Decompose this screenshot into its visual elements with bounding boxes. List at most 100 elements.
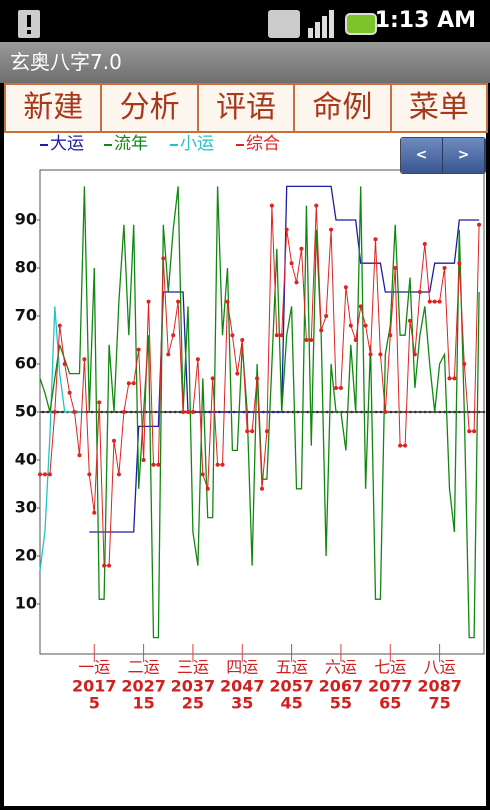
series-point [467,429,472,434]
legend-label: 小运 [180,134,214,154]
baseline-dot [178,410,182,414]
series-point [52,410,57,414]
series-point [240,338,245,342]
series-point [121,410,126,414]
series-point [437,299,442,304]
y-tick-label: 80 [15,258,37,277]
series-point [126,381,131,386]
series-point [299,246,304,251]
series-point [412,352,417,357]
series-point [284,227,289,232]
nav: < > [400,137,486,174]
baseline-dot [286,410,290,414]
series-point [398,443,403,448]
series-point [67,390,72,395]
baseline-dot [110,410,113,414]
series-line [39,306,85,571]
series-point [151,462,156,467]
series-point [161,256,166,261]
series-point [447,376,452,381]
series-point [97,400,102,405]
series-point [92,510,97,515]
prev-button[interactable]: < [401,138,443,173]
baseline-dot [453,410,456,414]
baseline-dot [399,410,403,414]
series-point [156,462,161,467]
x-tick-year: 2027 [121,677,166,696]
x-tick-period: 七运 [374,658,406,677]
baseline-dot [296,410,300,414]
next-button[interactable]: > [443,138,485,173]
menu: 新建 分析 评语 命例 菜单 [4,83,489,133]
series-point [42,472,47,477]
series-point [368,352,373,357]
series-point [260,486,264,491]
y-tick-label: 30 [15,498,37,517]
series-point [112,438,116,443]
baseline-dot [90,410,94,414]
baseline-dot [482,410,486,414]
baseline-dot [379,410,383,414]
baseline-dot [56,410,59,414]
baseline-dot [414,410,417,414]
baseline-dot [306,410,309,414]
y-tick-label: 20 [15,546,37,565]
series-point [264,429,269,434]
y-tick-label: 10 [15,594,37,613]
series-point [200,472,205,477]
baseline-dot [438,410,442,414]
x-tick-period: 三运 [177,658,209,677]
series-point [131,381,136,386]
series-point [171,333,176,338]
x-tick-label: 45 [280,694,302,713]
x-tick-label: 65 [379,694,401,713]
series-point [324,314,329,318]
legend-label: 流年 [114,134,148,154]
x-tick-year: 2057 [269,677,314,696]
menu-button[interactable]: 评语 [196,83,296,133]
series-point [205,486,210,491]
series-point [289,261,294,266]
baseline-dot [428,410,432,414]
series-point [38,472,42,477]
baseline-dot [423,410,427,414]
series-point [388,333,393,338]
series-point [408,318,412,323]
baseline-dot [164,410,167,414]
menu-button[interactable]: 新建 [4,83,103,133]
x-tick-label: 5 [89,694,100,713]
series-point [250,429,255,434]
signal-bar [308,28,313,38]
baseline-dot [325,410,329,414]
baseline-dot [169,410,172,414]
series-point [220,462,225,467]
baseline-dot [458,410,461,414]
x-tick-label: 35 [231,694,253,713]
series-point [329,227,334,232]
series-point [358,304,363,309]
series-point [422,242,427,246]
series-point [279,333,284,338]
baseline-dot [443,410,447,414]
series-point [432,299,437,304]
series-point [230,333,235,338]
baseline-dot [374,410,378,414]
baseline-dot [46,410,50,414]
series-point [166,352,171,357]
menu-button[interactable]: 命例 [293,83,392,133]
y-tick-label: 50 [15,402,37,421]
menu-button[interactable]: 菜单 [389,83,489,133]
series-point [314,203,319,208]
series-point [235,371,240,376]
series-point [294,280,299,285]
sd-mark [27,30,31,34]
series-point [304,338,309,342]
series-point [215,462,220,467]
x-tick-year: 2017 [72,677,117,696]
series-point [378,352,383,357]
series-point [87,472,92,477]
x-tick-period: 四运 [226,658,258,677]
series-point [442,266,447,270]
baseline-dot [115,410,118,414]
menu-button[interactable]: 分析 [100,83,199,133]
